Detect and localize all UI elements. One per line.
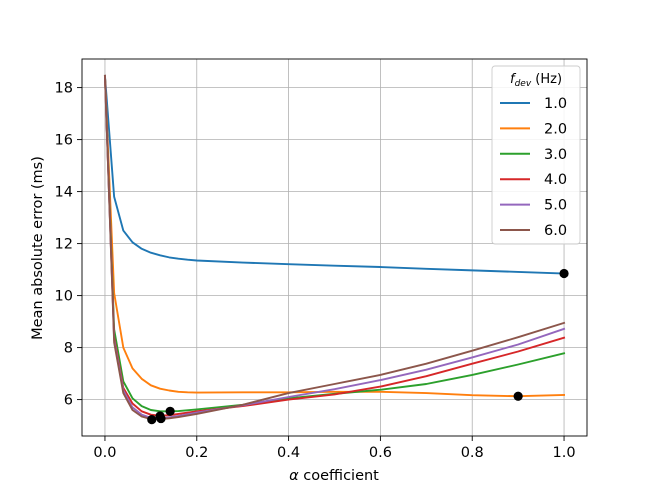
legend-label-2.0: 2.0 (544, 121, 567, 137)
x-tick-label: 0.8 (461, 445, 484, 461)
y-tick-label: 6 (64, 393, 73, 409)
legend-label-5.0: 5.0 (544, 198, 567, 214)
y-tick-label: 10 (55, 289, 73, 305)
legend-title-subscript: dev (515, 79, 532, 89)
series-lines (103, 74, 566, 421)
optimum-marker-2.0 (513, 391, 523, 401)
series-line-6.0 (103, 74, 566, 421)
y-tick-label: 12 (55, 237, 73, 253)
x-tick-label: 0.6 (369, 445, 392, 461)
y-tick-label: 8 (64, 341, 73, 357)
optimum-marker-6.0 (147, 415, 157, 425)
series-line-3.0 (103, 74, 566, 413)
legend-title: fdev (Hz) (510, 72, 562, 89)
x-axis-label: α coefficient (289, 468, 379, 484)
x-axis-label-symbol: α (289, 468, 299, 484)
x-tick-label: 0.2 (185, 445, 208, 461)
x-tick-label: 0.4 (277, 445, 300, 461)
series-line-5.0 (103, 74, 566, 420)
optimum-marker-5.0 (156, 413, 166, 424)
series-line-2.0 (103, 74, 566, 398)
legend-box (491, 65, 581, 245)
legend-label-4.0: 4.0 (544, 172, 567, 188)
legend-label-3.0: 3.0 (544, 147, 567, 163)
x-axis-label-text: coefficient (299, 468, 380, 484)
y-tick-label: 16 (55, 133, 73, 149)
legend-label-1.0: 1.0 (544, 96, 567, 112)
series-line-1.0 (103, 74, 566, 275)
y-axis-label: Mean absolute error (ms) (30, 156, 46, 340)
legend-items: 1.0 2.0 3.0 4.0 5.0 6.0 (500, 96, 567, 239)
x-tick-label: 1.0 (553, 445, 576, 461)
optimum-markers (147, 268, 569, 425)
legend-title-symbol: f (510, 72, 517, 87)
y-tick-label: 14 (55, 185, 73, 201)
optimum-marker-3.0 (165, 406, 175, 416)
x-tick-label: 0.0 (93, 445, 116, 461)
y-axis-ticks: 6 8 10 12 14 16 18 (55, 81, 82, 409)
legend-label-6.0: 6.0 (544, 223, 567, 239)
legend-title-unit: (Hz) (531, 72, 562, 87)
plot-frame (81, 58, 588, 437)
optimum-marker-1.0 (559, 268, 569, 279)
legend: fdev (Hz) 1.0 2.0 3.0 4.0 5.0 6.0 (491, 65, 581, 245)
y-tick-label: 18 (55, 81, 73, 97)
x-axis-ticks: 0.0 0.2 0.4 0.6 0.8 1.0 (93, 436, 576, 461)
series-line-4.0 (103, 74, 566, 417)
